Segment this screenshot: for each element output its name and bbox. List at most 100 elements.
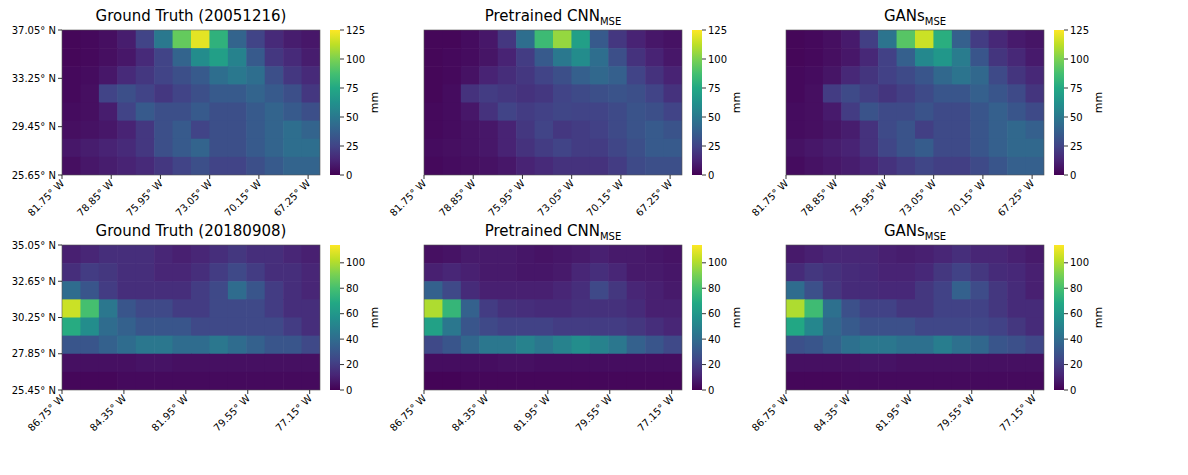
heat-cell — [989, 84, 1008, 103]
x-tick-label: 73.05° W — [535, 178, 576, 219]
colorbar-fill — [692, 245, 702, 390]
heat-cell — [228, 336, 247, 355]
heat-cell — [645, 84, 664, 103]
heat-cell — [173, 157, 192, 175]
colorbar-tick — [702, 288, 706, 289]
y-tick — [58, 353, 62, 354]
heat-cell — [173, 66, 192, 85]
heat-cell — [952, 139, 971, 158]
heat-cell — [136, 336, 155, 355]
heat-cell — [479, 263, 498, 282]
colorbar-tick — [340, 30, 344, 31]
heat-cell — [590, 30, 609, 49]
colorbar-tick — [1064, 288, 1068, 289]
heat-cell — [209, 299, 228, 318]
colorbar-tick — [1064, 339, 1068, 340]
heat-cell — [265, 245, 284, 264]
heat-cell — [590, 121, 609, 140]
heat-cell — [173, 84, 192, 103]
heat-cell — [80, 48, 99, 67]
heat-cell — [154, 121, 173, 140]
heat-cell — [1026, 263, 1044, 282]
x-tick — [571, 175, 572, 179]
heat-cell — [479, 139, 498, 158]
x-tick-label: 67.25° W — [634, 178, 675, 219]
panel-title: GANsMSE — [884, 7, 946, 27]
heat-cell — [283, 84, 302, 103]
heat-cell — [989, 30, 1008, 49]
heat-cell — [841, 354, 860, 373]
colorbar-tick-label: 75 — [346, 83, 359, 94]
heat-cell — [283, 299, 302, 318]
heat-cell — [970, 66, 989, 85]
heat-cell — [804, 103, 823, 122]
heat-cell — [136, 354, 155, 373]
heat-cell — [786, 48, 805, 67]
heat-cell — [191, 157, 210, 175]
heat-cell — [424, 121, 443, 140]
colorbar-tick-label: 50 — [346, 112, 359, 123]
heat-cell — [571, 263, 590, 282]
heat-cell — [970, 245, 989, 264]
heat-cell — [823, 372, 842, 390]
heat-cell — [970, 318, 989, 337]
heat-cell — [283, 30, 302, 49]
title-text: Pretrained CNN — [485, 222, 600, 240]
heat-cell — [952, 30, 971, 49]
heat-cell — [283, 139, 302, 158]
heat-cell — [897, 281, 916, 300]
heat-cell — [664, 336, 682, 355]
colorbar-tick — [340, 390, 344, 391]
plot-frame — [62, 30, 320, 175]
heat-cell — [571, 372, 590, 390]
heat-cell — [897, 121, 916, 140]
x-tick — [884, 175, 885, 179]
heat-cell — [553, 354, 572, 373]
heat-cell — [915, 66, 934, 85]
panel: GANsMSE86.75° W84.35° W81.95° W79.55° W7… — [750, 222, 1105, 433]
heat-cell — [915, 281, 934, 300]
heat-cell — [535, 48, 554, 67]
heat-cell — [228, 245, 247, 264]
heat-cell — [860, 139, 879, 158]
heat-cell — [627, 281, 646, 300]
panel-title: Ground Truth (20051216) — [96, 7, 287, 25]
heat-cell — [627, 336, 646, 355]
heat-cell — [461, 354, 480, 373]
heat-cell — [860, 354, 879, 373]
heat-cell — [209, 281, 228, 300]
heat-cell — [516, 66, 535, 85]
heat-cell — [823, 354, 842, 373]
x-tick — [786, 390, 787, 394]
heat-cell — [516, 121, 535, 140]
heat-cell — [154, 336, 173, 355]
heat-cell — [516, 139, 535, 158]
heat-cell — [283, 157, 302, 175]
heat-cell — [1007, 84, 1026, 103]
heat-cell — [498, 336, 517, 355]
y-tick — [58, 281, 62, 282]
x-tick — [1033, 390, 1034, 394]
heat-cell — [645, 157, 664, 175]
heat-cell — [915, 121, 934, 140]
heat-cell — [952, 354, 971, 373]
heat-cell — [608, 245, 627, 264]
heat-cell — [553, 139, 572, 158]
heat-cell — [1026, 281, 1044, 300]
heat-cell — [191, 372, 210, 390]
x-tick-label: 67.25° W — [996, 178, 1037, 219]
heat-cell — [228, 372, 247, 390]
heat-cell — [823, 336, 842, 355]
heat-cell — [191, 299, 210, 318]
colorbar-tick-label: 25 — [708, 141, 721, 152]
heat-cell — [246, 84, 265, 103]
heat-cell — [1007, 66, 1026, 85]
heat-cell — [461, 48, 480, 67]
colorbar: 0255075100125mm — [330, 25, 381, 181]
heat-cell — [608, 318, 627, 337]
heat-cell — [80, 299, 99, 318]
heat-cell — [933, 30, 952, 49]
heat-cell — [117, 299, 136, 318]
heat-cell — [571, 66, 590, 85]
heat-cell — [246, 299, 265, 318]
